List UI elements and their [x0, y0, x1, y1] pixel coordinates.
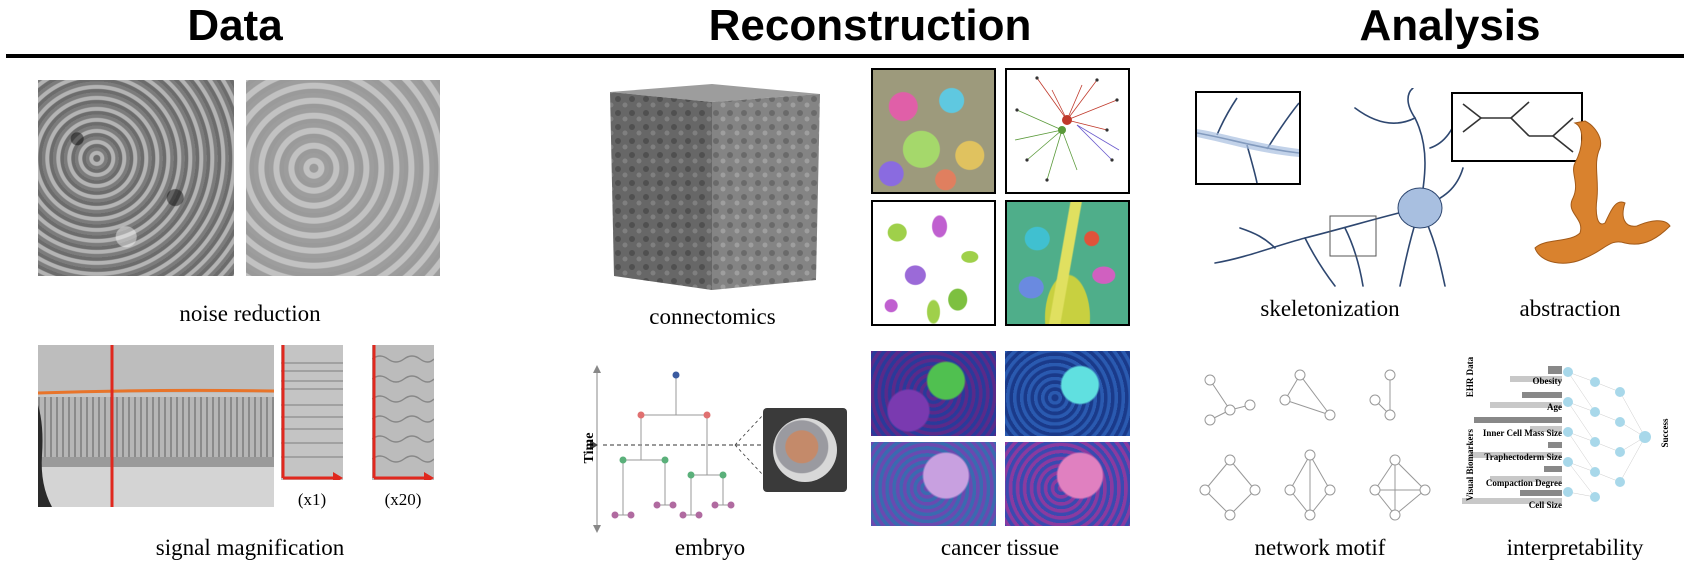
denoised-em-image [246, 80, 440, 276]
abstraction-dendrite [1525, 118, 1675, 278]
heading-reconstruction: Reconstruction [708, 1, 1032, 50]
tissue-stain-3 [871, 442, 996, 526]
interp-output-success: Success [1660, 418, 1670, 448]
embryo-photo [763, 408, 847, 492]
caption-skeletonization: skeletonization [1260, 296, 1400, 321]
abstraction-graph [1451, 92, 1583, 162]
segmentation-overlay-image [871, 68, 996, 194]
interpretability-diagram [1450, 362, 1690, 512]
interp-feature-age: Age [1547, 402, 1562, 412]
neuron-graph-image [1005, 68, 1130, 194]
time-axis-label: Time [582, 432, 597, 464]
caption-signal-magnification: signal magnification [155, 535, 345, 560]
tissue-stain-1 [871, 351, 996, 436]
label-x1: (x1) [297, 490, 327, 509]
header-rule [6, 54, 1684, 58]
heading-analysis: Analysis [1359, 1, 1541, 50]
interp-feature-icm-size: Inner Cell Mass Size [1482, 428, 1562, 438]
retina-scan-image [38, 345, 274, 507]
skeletonization-neuron [1195, 88, 1465, 288]
interp-feature-cell-size: Cell Size [1528, 500, 1562, 510]
interp-feature-te-size: Traphectoderm Size [1484, 452, 1562, 462]
noisy-em-image [38, 80, 234, 276]
skeleton-zoom-inset [1195, 91, 1301, 185]
connectomics-cube [600, 80, 825, 292]
caption-network-motif: network motif [1254, 535, 1386, 560]
caption-cancer-tissue: cancer tissue [940, 535, 1060, 560]
caption-abstraction: abstraction [1519, 296, 1621, 321]
tissue-stain-4 [1005, 442, 1130, 526]
heading-data: Data [187, 1, 283, 50]
interp-group-ehr: EHR Data [1465, 356, 1475, 398]
segments-3d-image [871, 200, 996, 326]
label-x20: (x20) [384, 490, 422, 509]
magnified-x20-image [372, 345, 434, 480]
caption-embryo: embryo [674, 535, 746, 560]
embryo-lineage-tree [575, 365, 775, 535]
caption-noise-reduction: noise reduction [179, 301, 321, 326]
interp-feature-obesity: Obesity [1532, 376, 1562, 386]
tissue-stain-2 [1005, 351, 1130, 436]
network-motif-grid [1190, 360, 1450, 525]
interp-feature-compaction: Compaction Degree [1485, 478, 1562, 488]
caption-interpretability: interpretability [1506, 535, 1644, 560]
neurites-3d-image [1005, 200, 1130, 326]
magnified-x1-image [281, 345, 343, 480]
caption-connectomics: connectomics [649, 304, 776, 329]
